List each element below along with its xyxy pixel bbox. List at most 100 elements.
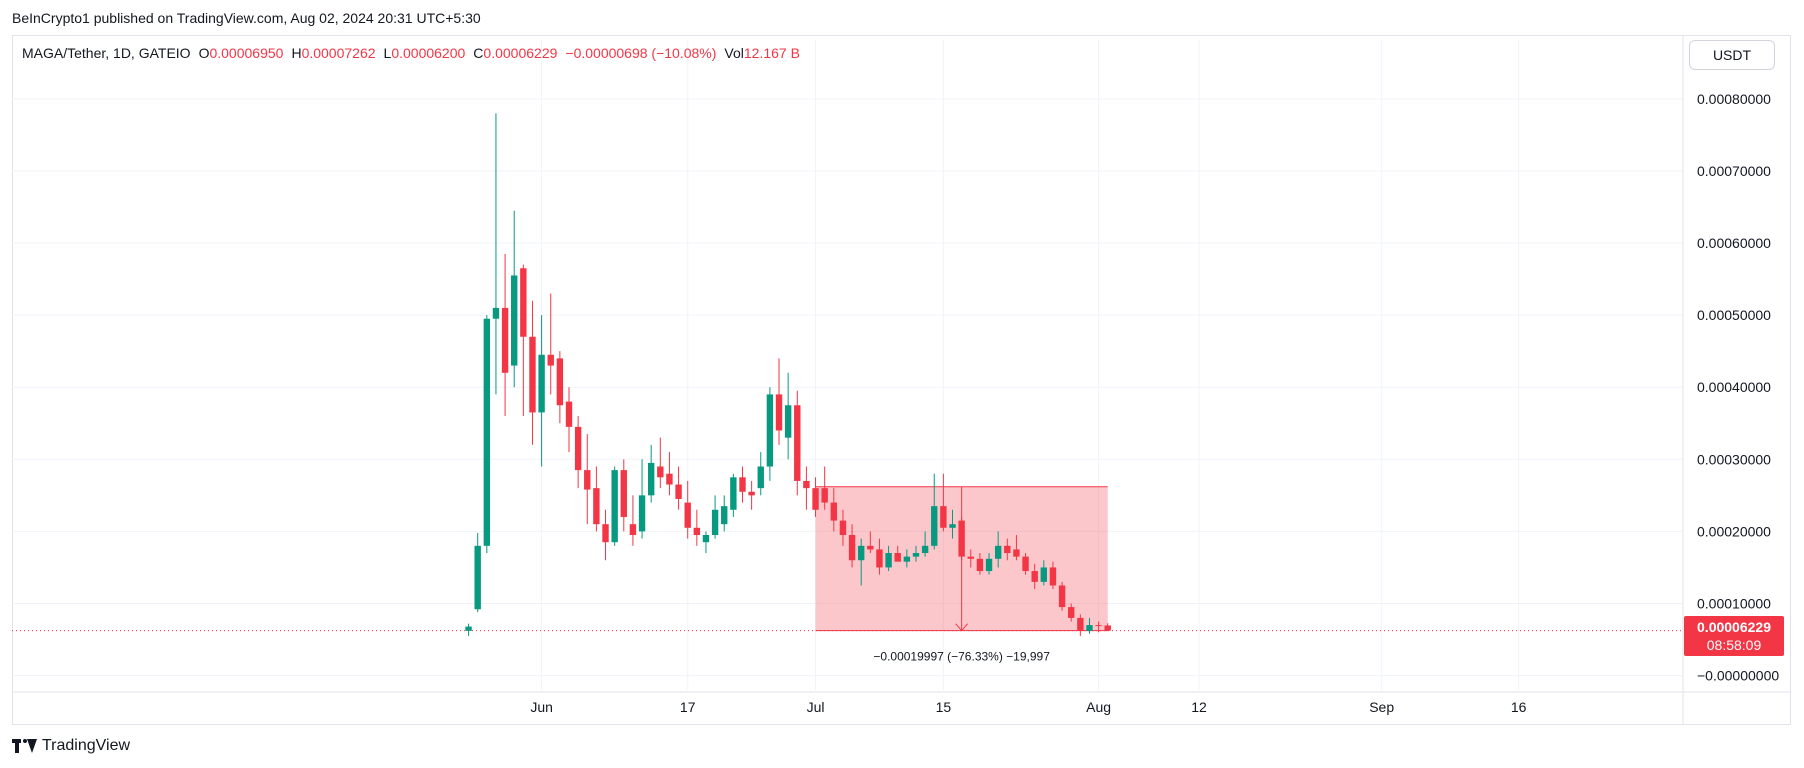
candle-body	[949, 524, 956, 528]
candle-body	[994, 545, 1002, 559]
candle-body	[839, 520, 847, 535]
candle-body	[657, 466, 664, 478]
candle-body	[1058, 585, 1066, 608]
y-tick-label: 0.00050000	[1697, 307, 1771, 323]
candle-body	[739, 477, 746, 492]
candle-body	[940, 506, 947, 528]
candle-body	[593, 488, 600, 525]
price-range-arrowhead	[955, 623, 969, 632]
candle-body	[721, 506, 728, 525]
candle-body	[483, 318, 491, 546]
low-value: 0.00006200	[391, 45, 466, 61]
y-tick-label: 0.00030000	[1697, 451, 1771, 467]
y-tick-label: 0.00080000	[1697, 91, 1771, 107]
candle-body	[693, 527, 701, 535]
candle-body	[584, 470, 591, 490]
candle-body	[556, 358, 564, 406]
y-tick-label: 0.00040000	[1697, 379, 1771, 395]
brand-name: TradingView	[42, 737, 131, 754]
x-tick-label: 17	[680, 699, 696, 715]
tradingview-logo-icon	[12, 739, 37, 753]
candle-body	[1040, 567, 1048, 582]
candle-body	[730, 477, 737, 510]
candle-body	[611, 470, 618, 543]
candle-body	[958, 520, 965, 557]
y-tick-label: 0.00010000	[1697, 595, 1771, 611]
candle-body	[931, 506, 938, 546]
high-value: 0.00007262	[301, 45, 376, 61]
candle-body	[985, 558, 993, 572]
candle-body	[858, 545, 865, 561]
candle-body	[903, 556, 911, 562]
candle-body	[1095, 625, 1102, 627]
candle-body	[885, 553, 892, 568]
x-tick-label: Jul	[807, 699, 825, 715]
candle-body	[921, 545, 929, 554]
candle-body	[520, 268, 527, 337]
candle-body	[757, 466, 764, 489]
candle-body	[574, 426, 582, 471]
candle-body	[675, 484, 682, 499]
candle-body	[967, 556, 974, 559]
volume-label: Vol	[724, 45, 744, 61]
candle-body	[602, 524, 609, 543]
candle-body	[821, 488, 828, 503]
candle-body	[1068, 607, 1075, 618]
candle-body	[565, 401, 573, 427]
close-label: C	[473, 45, 484, 61]
candle-body	[1022, 556, 1029, 572]
candle-body	[666, 473, 673, 485]
candle-body	[1104, 625, 1111, 631]
candle-body	[629, 524, 637, 535]
candle-body	[538, 354, 545, 413]
y-tick-label: 0.00060000	[1697, 235, 1771, 251]
candle-body	[620, 470, 627, 517]
candle-body	[775, 394, 783, 431]
candle-body	[529, 336, 536, 413]
footer-brand[interactable]: TradingView	[12, 737, 130, 755]
open-value: 0.00006950	[209, 45, 284, 61]
x-tick-label: Aug	[1086, 699, 1111, 715]
y-tick-label: −0.00000000	[1697, 668, 1779, 684]
candle-body	[1004, 545, 1011, 554]
candle-body	[1086, 625, 1093, 631]
change-value: −0.00000698 (−10.08%)	[565, 45, 717, 61]
last-price-tag: 0.00006229 08:58:09	[1684, 616, 1784, 656]
symbol-info[interactable]: MAGA/Tether, 1D, GATEIO	[22, 45, 191, 61]
ohlc-legend: MAGA/Tether, 1D, GATEIO O0.00006950 H0.000…	[22, 45, 800, 61]
last-price-value: 0.00006229	[1697, 619, 1771, 635]
candle-body	[976, 558, 984, 572]
high-label: H	[291, 45, 302, 61]
candle-body	[894, 553, 901, 562]
x-tick-label: Jun	[530, 699, 553, 715]
bar-countdown: 08:58:09	[1706, 637, 1762, 653]
candle-body	[784, 405, 792, 438]
close-value: 0.00006229	[483, 45, 558, 61]
x-tick-label: Sep	[1369, 699, 1394, 715]
candle-body	[547, 354, 554, 366]
candle-body	[766, 394, 774, 467]
y-tick-label: 0.00070000	[1697, 163, 1771, 179]
candle-body	[803, 480, 810, 489]
candle-body	[465, 626, 472, 631]
publish-info: BeInCrypto1 published on TradingView.com…	[12, 10, 481, 26]
candle-body	[1031, 571, 1038, 582]
y-tick-label: 0.00020000	[1697, 523, 1771, 539]
x-tick-label: 15	[936, 699, 952, 715]
candle-body	[1013, 549, 1020, 557]
candle-body	[794, 405, 801, 481]
price-range-label: −0.00019997 (−76.33%) −19,997	[873, 650, 1050, 664]
candle-body	[1077, 617, 1084, 631]
candle-body	[684, 502, 691, 528]
candle-body	[812, 488, 819, 510]
currency-button[interactable]: USDT	[1689, 40, 1775, 70]
candle-body	[912, 553, 920, 557]
candle-body	[748, 491, 755, 496]
candle-body	[638, 495, 646, 532]
candle-body	[1049, 567, 1057, 586]
low-label: L	[383, 45, 392, 61]
x-tick-label: 16	[1511, 699, 1527, 715]
candle-body	[876, 549, 883, 568]
x-tick-label: 12	[1191, 699, 1207, 715]
